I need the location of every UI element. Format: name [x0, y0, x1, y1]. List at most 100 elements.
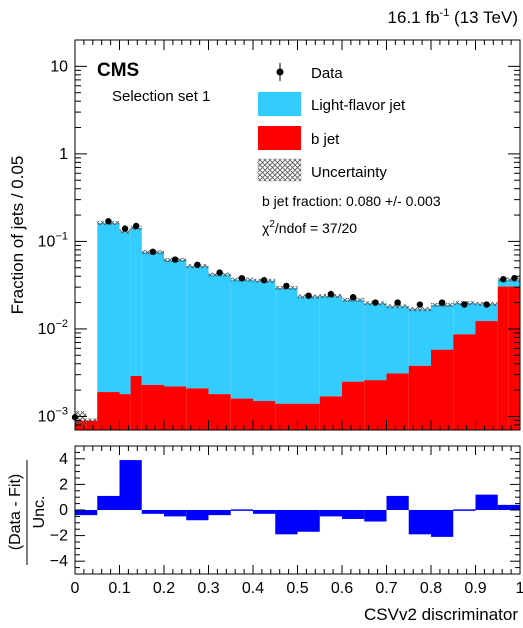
ratio-bar: [475, 494, 498, 510]
legend-label-data: Data: [311, 65, 343, 82]
light-flavor-bar: [431, 304, 454, 350]
y-tick-label: 1: [59, 146, 68, 163]
b-jet-bar: [475, 321, 498, 430]
svg-text:16.1 fb-1 (13 TeV): 16.1 fb-1 (13 TeV): [388, 7, 518, 27]
uncertainty-band-segment: [408, 307, 431, 312]
data-point: [260, 277, 268, 284]
legend-item-b-jet: b jet: [258, 126, 340, 150]
legend-item-light-flavor: Light-flavor jet: [258, 92, 406, 116]
data-point: [194, 261, 201, 269]
y-tick-label: 10−2: [38, 318, 68, 338]
data-point: [216, 269, 223, 276]
light-flavor-bar: [342, 299, 365, 382]
light-flavor-bar: [275, 287, 298, 404]
b-jet-bar: [208, 394, 231, 430]
ratio-bar: [431, 510, 454, 537]
light-flavor-bar: [97, 223, 120, 393]
data-point: [171, 256, 179, 263]
light-flavor-bar: [386, 306, 409, 374]
b-jet-bar: [453, 334, 476, 430]
b-jet-bar: [297, 403, 320, 430]
data-point: [105, 218, 112, 225]
lumi-exponent: -1: [440, 7, 450, 19]
ratio-bar: [497, 504, 520, 510]
light-flavor-bar: [319, 296, 342, 397]
light-flavor-bar: [453, 303, 476, 335]
legend-label-light-flavor: Light-flavor jet: [311, 97, 406, 114]
lumi-text: 16.1 fb: [388, 8, 440, 27]
y-tick-label: 10: [50, 58, 68, 75]
data-point: [149, 248, 157, 256]
uncertainty-band-segment: [386, 304, 409, 309]
b-jet-bar: [342, 381, 365, 430]
cms-label: CMS: [97, 60, 139, 81]
ratio-y-tick-label: 2: [59, 476, 68, 493]
ratio-bar: [253, 510, 276, 514]
data-point: [305, 292, 312, 299]
chi2-exponent: 2: [269, 219, 275, 230]
light-flavor-bar: [475, 303, 498, 322]
ratio-y-tick-label: −4: [50, 553, 68, 570]
ratio-y-tick-label: 4: [59, 451, 68, 468]
ratio-bar: [342, 510, 365, 519]
legend-item-uncertainty: Uncertainty: [257, 158, 387, 182]
ratio-bar: [164, 510, 187, 517]
legend-label-b-jet: b jet: [311, 131, 340, 148]
lumi-energy: (13 TeV): [449, 8, 518, 27]
data-point: [372, 299, 379, 306]
ratio-bar: [275, 510, 298, 535]
data-point: [500, 275, 507, 283]
x-tick-label: 0.4: [242, 580, 264, 597]
uncertainty-band-segment: [75, 411, 87, 426]
ratio-bar: [208, 510, 231, 516]
light-flavor-bar: [408, 309, 431, 366]
chi2-annotation: χ2/ndof = 37/20: [262, 219, 357, 236]
selection-label: Selection set 1: [112, 88, 210, 105]
x-tick-label: 0.8: [420, 580, 442, 597]
ratio-bar: [453, 509, 476, 511]
ratio-bar: [230, 509, 253, 511]
b-jet-bar: [164, 386, 187, 430]
data-point: [483, 301, 490, 308]
ratio-y-tick-label: 0: [59, 502, 68, 519]
light-flavor-bar: [119, 231, 131, 395]
b-jet-bar: [253, 401, 276, 430]
ratio-y-tick-label: −2: [50, 528, 68, 545]
b-jet-fraction-annotation: b jet fraction: 0.080 +/- 0.003: [262, 193, 441, 209]
uncertainty-band-segment: [86, 418, 98, 423]
chi2-symbol: χ: [262, 220, 270, 236]
data-point: [394, 299, 401, 306]
data-point: [132, 222, 140, 230]
y-tick-label: 10−1: [38, 230, 68, 250]
light-flavor-bar: [186, 266, 209, 389]
b-jet-bar: [364, 380, 387, 430]
x-tick-label: 0.1: [108, 580, 130, 597]
y-tick-label: 10−3: [38, 405, 68, 425]
x-axis-label: CSVv2 discriminator: [364, 605, 518, 624]
b-jet-bar: [186, 388, 209, 430]
main-histogram: [75, 223, 520, 430]
b-jet-bar: [386, 373, 409, 430]
ratio-bar: [408, 510, 431, 535]
light-flavor-bar: [164, 260, 187, 387]
data-point: [283, 282, 290, 290]
main-axes: 10−3 10−2 10−1 1 10: [38, 39, 521, 431]
chi2-ndof: /ndof = 37/20: [275, 220, 357, 236]
b-jet-bar: [119, 394, 131, 430]
ratio-histogram: [75, 460, 520, 537]
ratio-bar: [297, 510, 320, 532]
b-jet-bar: [230, 398, 253, 430]
ratio-bar: [319, 510, 342, 517]
x-tick-label: 0.7: [375, 580, 397, 597]
b-jet-bar: [497, 286, 509, 430]
data-point: [416, 301, 424, 308]
data-point: [327, 290, 335, 298]
ratio-axes: 420−2−40 0.1 0.2 0.3 0.4 0.5 0.6 0.7 0.8 0.9 1: [50, 445, 523, 597]
x-tick-label: 0.5: [286, 580, 308, 597]
light-flavor-bar: [508, 279, 520, 287]
light-flavor-bar: [253, 280, 276, 402]
b-jet-bar: [408, 365, 431, 430]
x-tick-label: 1: [516, 580, 523, 597]
ratio-bar: [386, 495, 409, 510]
